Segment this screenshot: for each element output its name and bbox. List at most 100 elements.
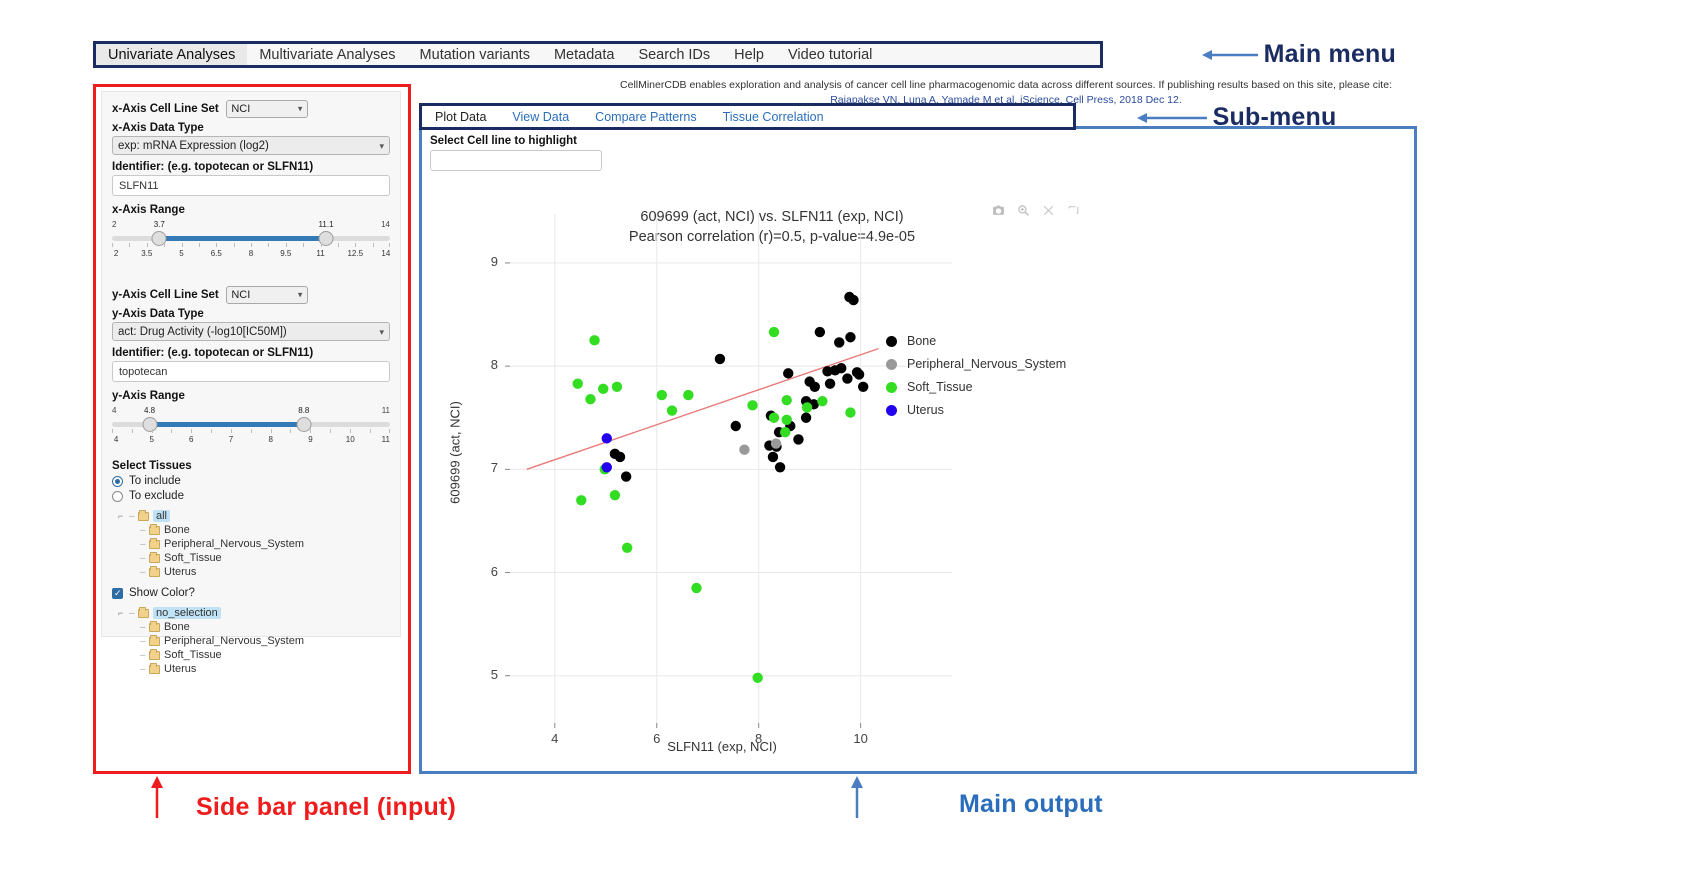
x-axis-cell-line-set-select[interactable]: NCI ▾	[226, 100, 309, 118]
arrow-left-icon	[1137, 112, 1207, 123]
tree-root-all[interactable]: ⌐ – all	[118, 509, 390, 523]
sub-menu[interactable]: Plot Data View Data Compare Patterns Tis…	[419, 103, 1076, 130]
x-tick-label: 8	[248, 249, 254, 258]
menu-item-help[interactable]: Help	[734, 46, 764, 63]
color-tree-item-peripheral-nervous-system[interactable]: – Peripheral_Nervous_System	[140, 634, 390, 648]
y-axis-cell-line-set-value: NCI	[231, 289, 251, 301]
camera-icon[interactable]	[992, 204, 1005, 217]
tree-item-peripheral-nervous-system[interactable]: – Peripheral_Nervous_System	[140, 537, 390, 551]
tree-root-no-selection[interactable]: ⌐ – no_selection	[118, 606, 390, 620]
x-tick-label: 6	[653, 731, 661, 746]
annotation-main-menu-label: Main menu	[1263, 40, 1396, 68]
highlight-cell-line-input[interactable]	[430, 150, 602, 171]
menu-item-metadata[interactable]: Metadata	[553, 46, 615, 63]
x-range-handle-max[interactable]	[318, 231, 334, 246]
radio-to-include[interactable]: To include	[112, 475, 390, 487]
tree-item-uterus[interactable]: – Uterus	[140, 565, 390, 579]
tab-plot-data[interactable]: Plot Data	[422, 106, 500, 127]
zoom-icon[interactable]	[1017, 204, 1030, 217]
x-axis-data-type-select[interactable]: exp: mRNA Expression (log2) ▾	[112, 136, 390, 155]
regression-line	[526, 347, 879, 471]
tree-connector: –	[140, 552, 146, 564]
y-axis-cell-line-set-select[interactable]: NCI ▾	[226, 286, 309, 304]
color-tree-item-bone[interactable]: – Bone	[140, 620, 390, 634]
tree-root-no-selection-label: no_selection	[153, 607, 221, 619]
y-range-value-min: 4.8	[143, 406, 156, 415]
include-tissue-tree[interactable]: ⌐ – all – Bone – Peripheral_Nervous_Syst…	[118, 509, 390, 579]
main-output-panel: Select Cell line to highlight 609699 (ac…	[419, 126, 1417, 774]
y-axis-identifier-label: Identifier: (e.g. topotecan or SLFN11)	[112, 347, 314, 359]
data-point-uterus	[601, 462, 612, 473]
plot-canvas[interactable]	[422, 177, 1414, 773]
scatter-plot[interactable]: 609699 (act, NCI) vs. SLFN11 (exp, NCI) …	[422, 177, 1414, 773]
select-tissues-title: Select Tissues	[112, 460, 192, 472]
data-point-soft_tissue	[666, 405, 678, 416]
color-tree-item-uterus[interactable]: – Uterus	[140, 662, 390, 676]
data-point-bone	[730, 420, 741, 432]
sidebar-inner: x-Axis Cell Line Set NCI ▾ x-Axis Data T…	[101, 91, 401, 675]
plot-title-main: 609699 (act, NCI) vs. SLFN11 (exp, NCI)	[640, 209, 904, 225]
color-tissue-tree[interactable]: ⌐ – no_selection – Bone – Peripheral_Ner…	[118, 606, 390, 676]
data-point-bone	[845, 332, 856, 343]
data-point-soft_tissue	[572, 378, 583, 389]
tab-tissue-correlation[interactable]: Tissue Correlation	[722, 109, 824, 124]
show-color-checkbox[interactable]: Show Color?	[112, 587, 390, 599]
legend-item-soft-tissue[interactable]: Soft_Tissue	[886, 380, 1066, 394]
color-tree-item-soft-tissue[interactable]: – Soft_Tissue	[140, 648, 390, 662]
data-point-bone	[842, 373, 853, 384]
y-tick-label: 8	[268, 435, 273, 444]
x-range-handle-min[interactable]	[151, 231, 167, 246]
menu-item-search-ids[interactable]: Search IDs	[638, 46, 711, 63]
y-axis-identifier-input[interactable]: topotecan	[112, 361, 390, 382]
x-axis-identifier-input[interactable]: SLFN11	[112, 175, 390, 196]
menu-item-univariate-analyses[interactable]: Univariate Analyses	[96, 44, 248, 65]
legend-dot-pns	[886, 358, 897, 370]
tab-compare-patterns[interactable]: Compare Patterns	[595, 109, 697, 124]
radio-icon-exclude	[112, 490, 123, 502]
expand-collapse-icon[interactable]: ⌐	[118, 511, 124, 521]
x-tick-label: 11	[316, 249, 325, 258]
pan-icon[interactable]	[1042, 204, 1055, 217]
x-range-value-min: 3.7	[153, 220, 165, 229]
data-point-soft_tissue	[585, 393, 596, 405]
legend-item-bone[interactable]: Bone	[886, 334, 1066, 348]
y-tick-label: 8	[490, 357, 498, 373]
y-range-value-max: 8.8	[298, 406, 310, 415]
tree-item-soft-tissue[interactable]: – Soft_Tissue	[140, 551, 390, 565]
radio-to-exclude[interactable]: To exclude	[112, 490, 390, 502]
tree-item-bone[interactable]: – Bone	[140, 523, 390, 537]
tree-connector: –	[140, 524, 146, 536]
tree-connector: –	[129, 607, 135, 619]
plotly-modebar[interactable]	[992, 204, 1080, 217]
data-point-soft_tissue	[752, 672, 763, 683]
folder-icon	[149, 537, 160, 549]
highlight-block: Select Cell line to highlight	[430, 135, 602, 171]
data-point-soft_tissue	[768, 412, 780, 423]
data-point-peripheral_nervous_system	[770, 438, 782, 449]
x-axis-cell-line-set-row: x-Axis Cell Line Set NCI ▾	[112, 100, 390, 118]
data-point-bone	[620, 471, 632, 482]
data-point-soft_tissue	[598, 383, 609, 395]
y-range-handle-min[interactable]	[142, 417, 158, 432]
menu-item-mutation-variants[interactable]: Mutation variants	[419, 46, 530, 63]
y-tick-label: 4	[113, 435, 119, 444]
reset-axes-icon[interactable]	[1067, 204, 1080, 217]
expand-collapse-icon[interactable]: ⌐	[118, 608, 124, 618]
data-point-soft_tissue	[609, 489, 621, 501]
menu-item-video-tutorial[interactable]: Video tutorial	[788, 46, 873, 63]
legend-item-peripheral-nervous-system[interactable]: Peripheral_Nervous_System	[886, 357, 1066, 371]
y-range-handle-max[interactable]	[296, 417, 312, 432]
y-range-min-end: 4	[112, 406, 117, 415]
y-axis-data-type-select[interactable]: act: Drug Activity (-log10[IC50M]) ▾	[112, 322, 390, 341]
y-tick-label: 7	[490, 460, 498, 476]
tab-view-data[interactable]: View Data	[512, 109, 570, 124]
x-axis-range-slider[interactable]: 2 14 3.7 11.1 2 3.5 5 6.5 8 9.5 11	[112, 220, 390, 262]
data-point-soft_tissue	[611, 381, 623, 392]
menu-item-multivariate-analyses[interactable]: Multivariate Analyses	[259, 46, 396, 63]
data-point-bone	[714, 353, 726, 365]
main-menu[interactable]: Univariate Analyses Multivariate Analyse…	[93, 41, 1103, 68]
legend-item-uterus[interactable]: Uterus	[886, 403, 1066, 417]
arrow-up-icon-main-output	[851, 776, 863, 818]
y-axis-range-slider[interactable]: 4 11 4.8 8.8 4 5 6 7 8 9 10 11	[112, 406, 391, 448]
x-axis-cell-line-set-label: x-Axis Cell Line Set	[112, 103, 219, 115]
